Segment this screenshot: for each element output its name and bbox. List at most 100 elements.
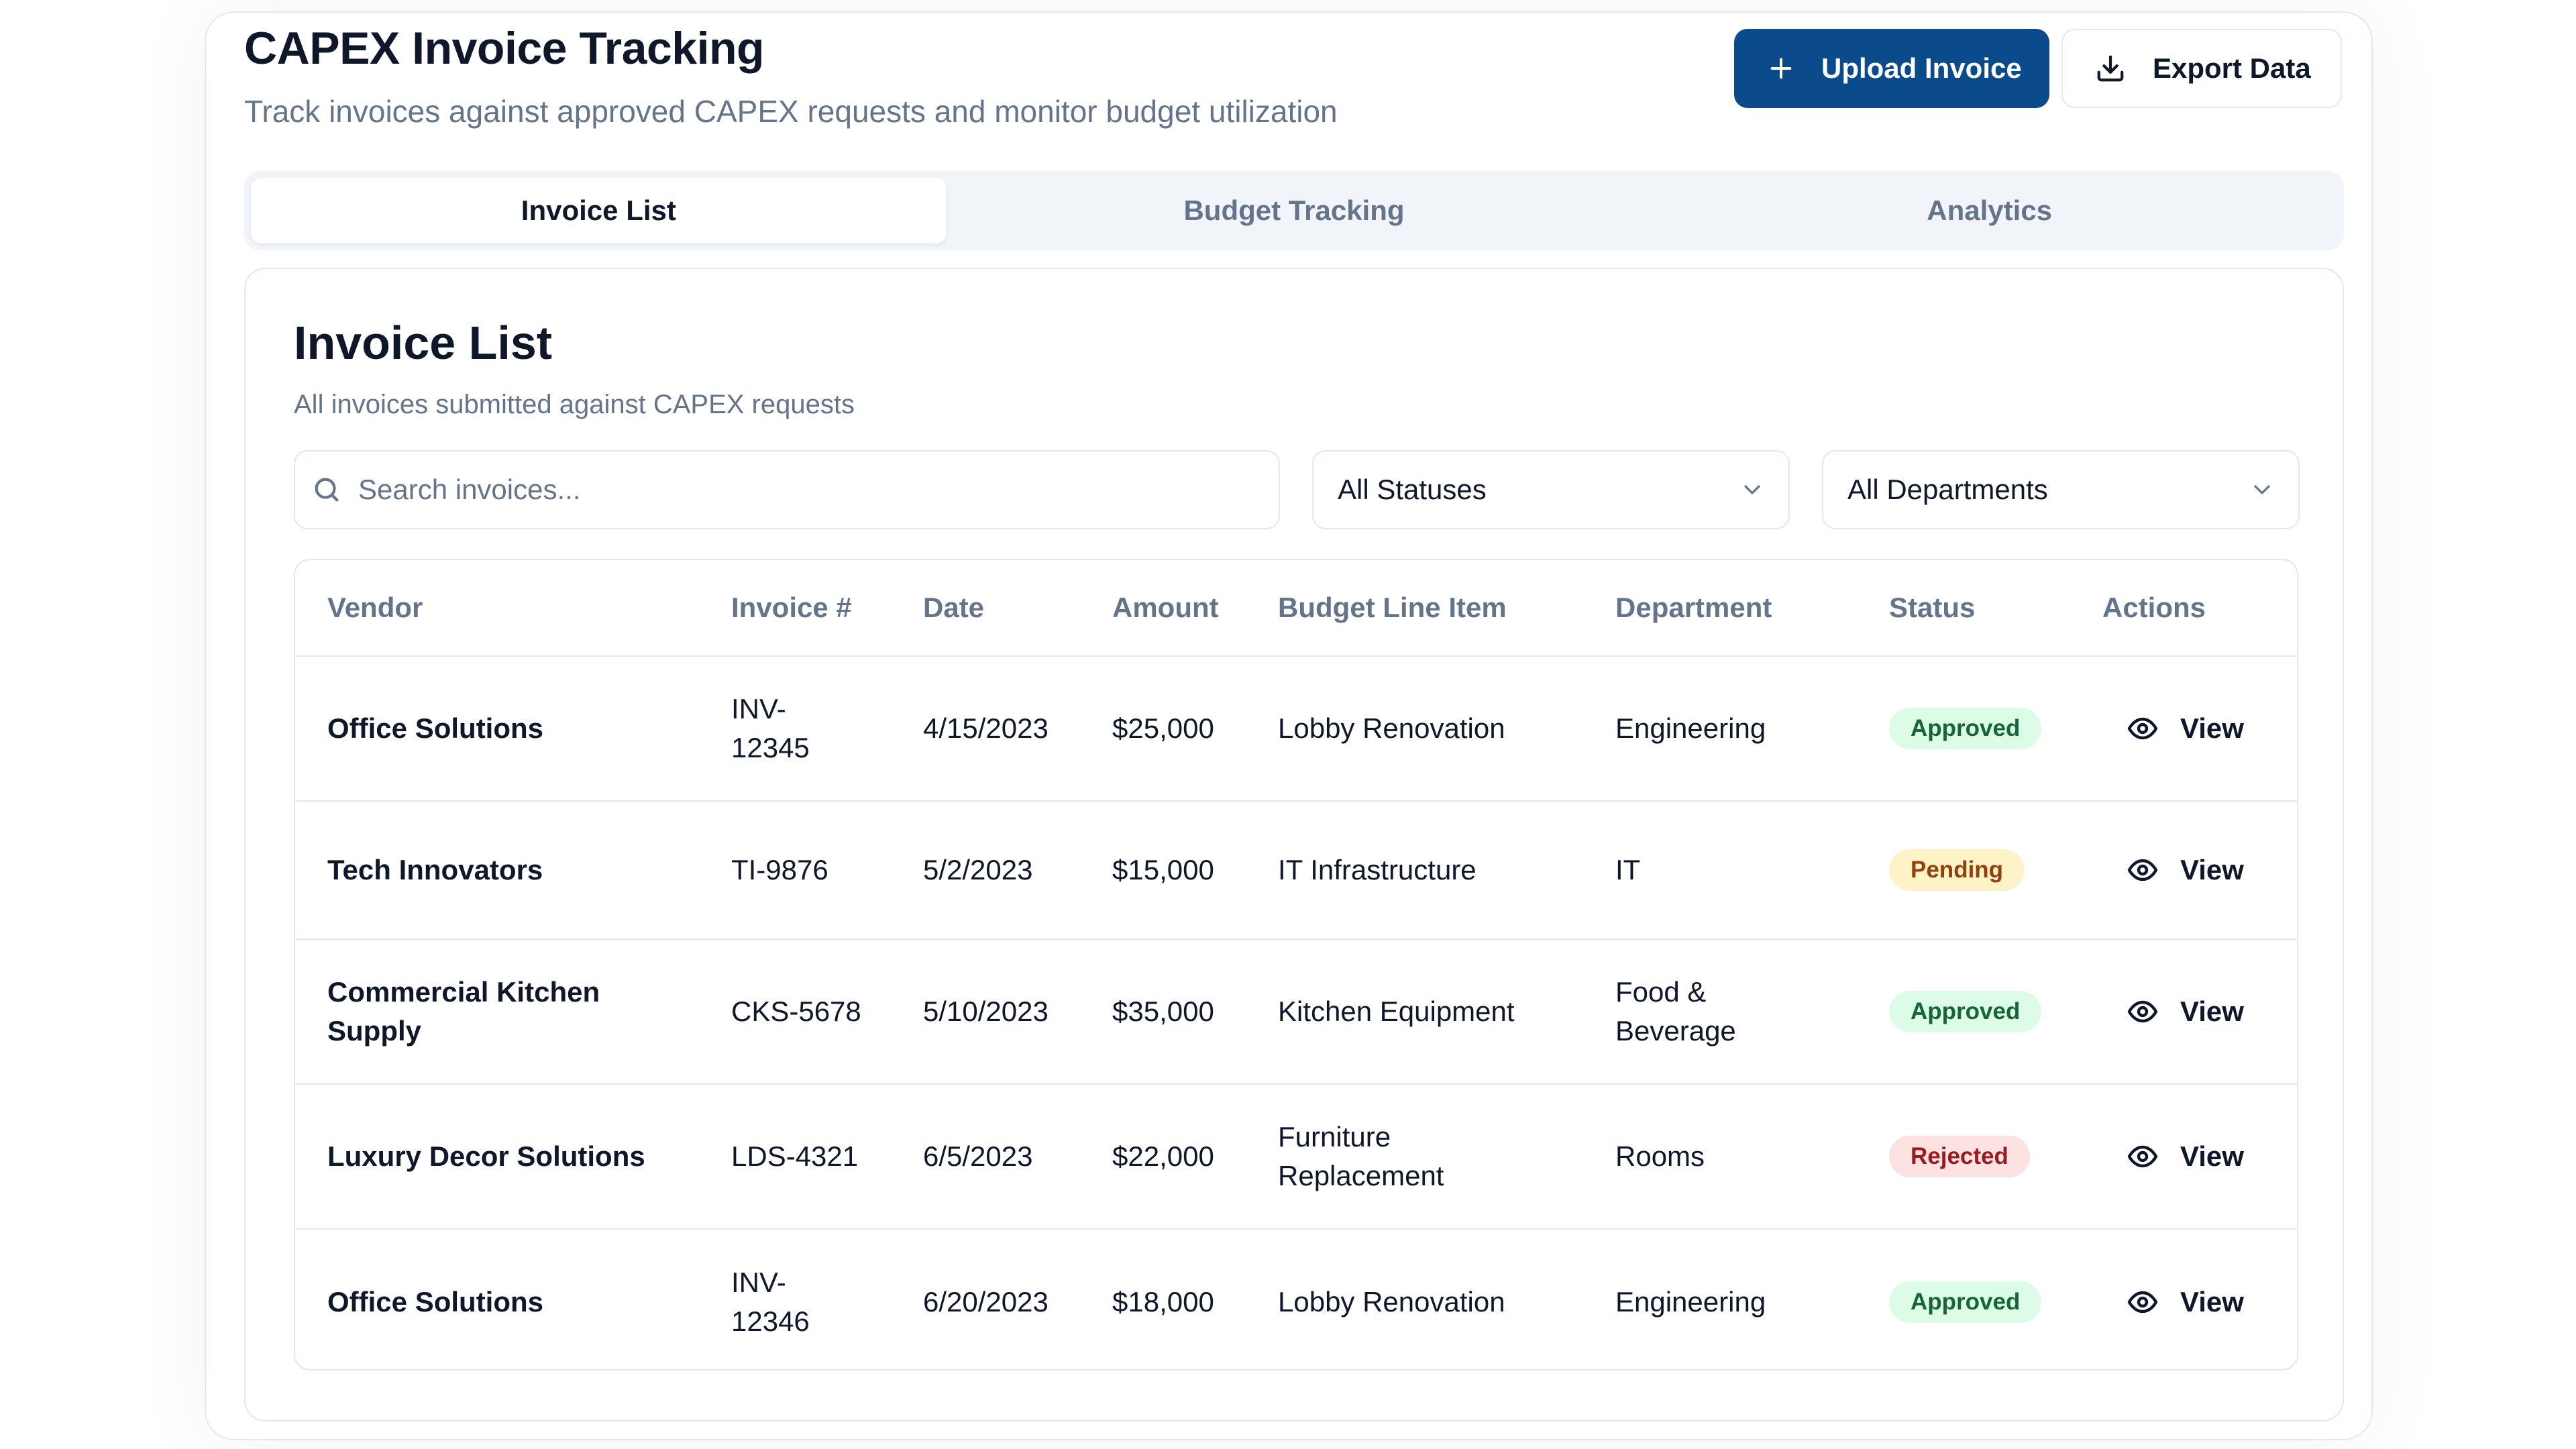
vendor-text: Luxury Decor Solutions bbox=[327, 1140, 645, 1172]
budget-line-item-text: Lobby Renovation bbox=[1278, 712, 1505, 744]
eye-icon bbox=[2127, 717, 2158, 740]
status-filter-value: All Statuses bbox=[1338, 474, 1487, 505]
cell-budget-line-item: Lobby Renovation bbox=[1278, 657, 1600, 800]
vendor-text: Commercial Kitchen Supply bbox=[327, 976, 600, 1046]
cell-amount: $25,000 bbox=[1112, 712, 1214, 744]
page-subtitle: Track invoices against approved CAPEX re… bbox=[244, 94, 1338, 129]
tab-bar: Invoice List Budget Tracking Analytics bbox=[244, 171, 2344, 250]
cell-budget-line-item: Lobby Renovation bbox=[1278, 1230, 1600, 1369]
cell-amount: $22,000 bbox=[1112, 1140, 1214, 1172]
budget-line-item-text: Lobby Renovation bbox=[1278, 1286, 1505, 1318]
budget-line-item-text: Kitchen Equipment bbox=[1278, 996, 1515, 1027]
column-header-department: Department bbox=[1615, 592, 1772, 623]
cell-date: 5/10/2023 bbox=[923, 996, 1049, 1027]
cell-status: Approved bbox=[1889, 940, 2090, 1083]
view-button[interactable]: View bbox=[2102, 709, 2244, 748]
view-label: View bbox=[2180, 854, 2244, 885]
tab-analytics[interactable]: Analytics bbox=[1927, 195, 2053, 226]
table-header-row: Vendor Invoice # Date Amount Budget Line… bbox=[295, 560, 2297, 657]
table-row: Commercial Kitchen Supply CKS-5678 5/10/20… bbox=[295, 940, 2297, 1085]
cell-invoice: LDS-4321 bbox=[731, 1085, 899, 1228]
card-subtitle: All invoices submitted against CAPEX req… bbox=[294, 390, 855, 419]
table-row: Office Solutions INV- 12345 4/15/2023 $25,0… bbox=[295, 657, 2297, 802]
cell-actions: View bbox=[2102, 940, 2290, 1083]
department-text: Food & Beverage bbox=[1615, 976, 1736, 1046]
cell-invoice: INV- 12345 bbox=[731, 657, 899, 800]
column-header-status: Status bbox=[1889, 592, 1976, 623]
cell-status: Approved bbox=[1889, 1230, 2090, 1369]
vendor-text: Office Solutions bbox=[327, 712, 544, 744]
cell-department: Rooms bbox=[1615, 1085, 1870, 1228]
cell-status: Approved bbox=[1889, 657, 2090, 800]
status-badge: Approved bbox=[1889, 991, 2042, 1032]
cell-budget-line-item: Kitchen Equipment bbox=[1278, 940, 1600, 1083]
cell-status: Pending bbox=[1889, 802, 2090, 938]
cell-actions: View bbox=[2102, 1085, 2290, 1228]
department-filter-value: All Departments bbox=[1847, 474, 2048, 505]
cell-invoice: TI-9876 bbox=[731, 802, 899, 938]
status-badge: Approved bbox=[1889, 1281, 2042, 1323]
status-badge: Pending bbox=[1889, 849, 2025, 891]
export-data-label: Export Data bbox=[2153, 52, 2311, 84]
view-button[interactable]: View bbox=[2102, 1137, 2244, 1176]
view-button[interactable]: View bbox=[2102, 851, 2244, 890]
app-frame: CAPEX Invoice Tracking Track invoices ag… bbox=[205, 11, 2373, 1440]
cell-amount: $15,000 bbox=[1112, 854, 1214, 885]
export-data-button[interactable]: Export Data bbox=[2061, 29, 2342, 108]
column-header-invoice: Invoice # bbox=[731, 592, 852, 623]
page-title: CAPEX Invoice Tracking bbox=[244, 23, 765, 74]
cell-vendor: Luxury Decor Solutions bbox=[327, 1085, 703, 1228]
cell-invoice: INV- 12346 bbox=[731, 1230, 899, 1369]
invoice-text: CKS-5678 bbox=[731, 996, 861, 1027]
view-label: View bbox=[2180, 1286, 2244, 1318]
budget-line-item-text: Furniture Replacement bbox=[1278, 1121, 1444, 1191]
invoice-text: LDS-4321 bbox=[731, 1140, 859, 1172]
chevron-down-icon bbox=[2254, 485, 2270, 494]
chevron-down-icon bbox=[1744, 485, 1760, 494]
column-header-actions: Actions bbox=[2102, 592, 2206, 623]
cell-actions: View bbox=[2102, 802, 2290, 938]
cell-vendor: Tech Innovators bbox=[327, 802, 703, 938]
department-text: Engineering bbox=[1615, 712, 1766, 744]
invoice-text: INV- 12346 bbox=[731, 1267, 810, 1337]
cell-department: Food & Beverage bbox=[1615, 940, 1870, 1083]
table-row: Tech Innovators TI-9876 5/2/2023 $15,000 IT … bbox=[295, 802, 2297, 940]
invoice-list-card: Invoice List All invoices submitted agai… bbox=[244, 268, 2344, 1421]
cell-vendor: Commercial Kitchen Supply bbox=[327, 940, 703, 1083]
tab-budget-tracking[interactable]: Budget Tracking bbox=[1183, 195, 1405, 226]
card-title: Invoice List bbox=[294, 317, 553, 369]
view-button[interactable]: View bbox=[2102, 992, 2244, 1031]
department-text: Engineering bbox=[1615, 1286, 1766, 1318]
eye-icon bbox=[2127, 1000, 2158, 1023]
eye-icon bbox=[2127, 1291, 2158, 1313]
cell-date: 6/5/2023 bbox=[923, 1140, 1033, 1172]
invoice-text: TI-9876 bbox=[731, 854, 828, 885]
plus-icon bbox=[1770, 58, 1792, 79]
cell-vendor: Office Solutions bbox=[327, 657, 703, 800]
view-label: View bbox=[2180, 1140, 2244, 1172]
download-icon bbox=[2097, 55, 2124, 82]
cell-amount: $35,000 bbox=[1112, 996, 1214, 1027]
invoice-table: Vendor Invoice # Date Amount Budget Line… bbox=[294, 559, 2298, 1371]
cell-date: 5/2/2023 bbox=[923, 854, 1033, 885]
column-header-budget-line-item: Budget Line Item bbox=[1278, 592, 1507, 623]
cell-budget-line-item: Furniture Replacement bbox=[1278, 1085, 1600, 1228]
invoice-text: INV- 12345 bbox=[731, 693, 810, 763]
eye-icon bbox=[2127, 1145, 2158, 1168]
department-text: Rooms bbox=[1615, 1140, 1705, 1172]
upload-invoice-button[interactable]: Upload Invoice bbox=[1734, 29, 2049, 108]
column-header-amount: Amount bbox=[1112, 592, 1219, 623]
budget-line-item-text: IT Infrastructure bbox=[1278, 854, 1477, 885]
status-badge: Rejected bbox=[1889, 1136, 2030, 1177]
table-row: Office Solutions INV- 12346 6/20/2023 $18,0… bbox=[295, 1230, 2297, 1369]
view-button[interactable]: View bbox=[2102, 1283, 2244, 1322]
search-input[interactable] bbox=[358, 474, 1230, 506]
vendor-text: Office Solutions bbox=[327, 1286, 544, 1318]
department-filter-select[interactable]: All Departments bbox=[1822, 450, 2300, 529]
cell-actions: View bbox=[2102, 657, 2290, 800]
cell-invoice: CKS-5678 bbox=[731, 940, 899, 1083]
tab-invoice-list[interactable]: Invoice List bbox=[251, 178, 947, 244]
cell-department: IT bbox=[1615, 802, 1870, 938]
cell-budget-line-item: IT Infrastructure bbox=[1278, 802, 1600, 938]
status-filter-select[interactable]: All Statuses bbox=[1312, 450, 1790, 529]
